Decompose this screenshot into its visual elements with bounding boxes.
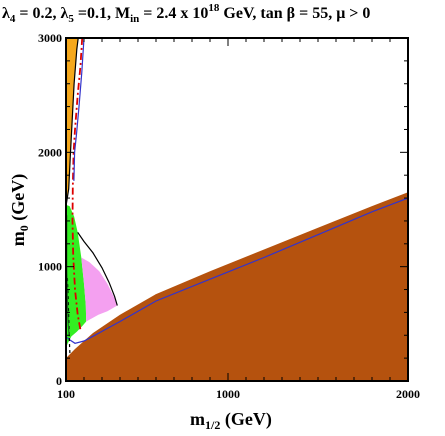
title-m-sub: in bbox=[130, 13, 139, 25]
regions-layer bbox=[66, 38, 408, 381]
x-axis-label: m1/2 (GeV) bbox=[190, 409, 272, 432]
line-blue-strip bbox=[66, 197, 408, 344]
region-pink bbox=[81, 257, 118, 322]
title-lambda4-sub: 4 bbox=[10, 13, 16, 25]
title-lambda5-value: =0.1, M bbox=[74, 5, 130, 22]
ticks-layer: 100 1000 2000 0 1000 2000 3000 bbox=[38, 31, 420, 401]
region-brown bbox=[66, 192, 408, 381]
title-lambda4-value: = 0.2, bbox=[15, 5, 60, 22]
title-exponent: 18 bbox=[208, 2, 220, 14]
chart-title: λ4 = 0.2, λ5 =0.1, Min = 2.4 x 1018 GeV,… bbox=[2, 2, 370, 25]
plot-frame bbox=[65, 37, 409, 382]
title-lambda5-sub: 5 bbox=[68, 13, 74, 25]
y-axis-label: m0 (GeV) bbox=[8, 174, 31, 246]
line-black-boundary bbox=[66, 38, 79, 207]
y-tick-label: 2000 bbox=[38, 145, 62, 159]
x-tick-label: 2000 bbox=[396, 387, 420, 401]
line-blue-outline bbox=[73, 38, 85, 181]
region-green bbox=[66, 204, 87, 347]
line-red-dashdot bbox=[71, 38, 84, 330]
title-m-value: = 2.4 x 10 bbox=[139, 5, 208, 22]
region-orange bbox=[66, 38, 79, 207]
x-tick-label: 1000 bbox=[216, 387, 240, 401]
line-black-arc bbox=[77, 232, 118, 306]
title-rest: GeV, tan β = 55, μ > 0 bbox=[219, 5, 370, 22]
y-tick-label: 1000 bbox=[38, 260, 62, 274]
lines-layer bbox=[66, 38, 408, 356]
x-tick-label: 100 bbox=[57, 387, 75, 401]
y-tick-label: 3000 bbox=[38, 31, 62, 45]
y-tick-label: 0 bbox=[56, 374, 62, 388]
